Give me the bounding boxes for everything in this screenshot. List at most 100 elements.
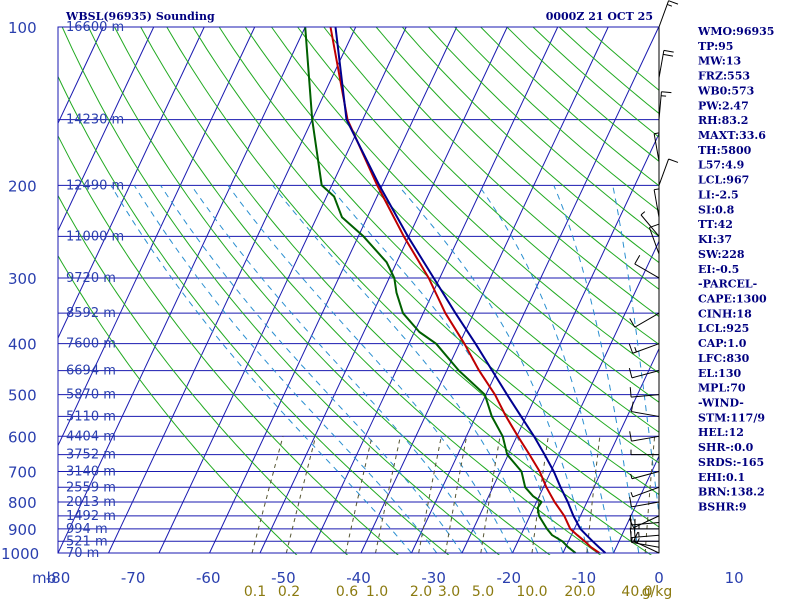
mixing-ratio-line: [586, 436, 601, 554]
index-item: MW:13: [698, 55, 741, 68]
mixing-ratio-line: [644, 436, 656, 554]
index-item: LFC:830: [698, 352, 750, 365]
temperature-tick-label: -80: [46, 569, 71, 587]
isotherm-line: [58, 26, 306, 554]
temperature-tick-label: -70: [121, 569, 146, 587]
index-item: WB0:573: [697, 84, 754, 97]
isotherm-line: [259, 26, 508, 554]
wind-barb: [629, 387, 660, 398]
wind-barb: [653, 132, 660, 162]
wind-barb: [630, 449, 659, 456]
index-item: TT:42: [698, 218, 733, 231]
moist-adiabat-lines: [110, 184, 659, 554]
moist-adiabat: [272, 184, 539, 554]
isotherm-line: [461, 132, 659, 554]
isotherm-line: [58, 26, 205, 340]
wind-barb: [629, 431, 660, 442]
index-item: LCL:967: [698, 174, 749, 187]
dry-adiabat: [297, 26, 659, 374]
series-dewpoint-line: [304, 26, 577, 554]
height-label: 2559 m: [66, 480, 116, 495]
height-label: 7600 m: [66, 337, 116, 352]
pressure-tick-label: 100: [8, 19, 37, 37]
isotherm-line: [411, 26, 659, 554]
dry-adiabat: [58, 254, 298, 555]
height-label: 5110 m: [66, 409, 116, 424]
index-item: EI:-0.5: [698, 263, 739, 276]
index-item: LI:-2.5: [698, 188, 739, 201]
dry-adiabat: [114, 26, 602, 555]
mixing-ratio-label: 5.0: [472, 584, 494, 600]
index-item: BSHR:9: [698, 501, 747, 514]
index-item: EHI:0.1: [698, 471, 745, 484]
moist-adiabat: [612, 185, 659, 518]
index-item: MAXT:33.6: [698, 129, 766, 142]
series-parcel-line: [334, 26, 607, 554]
mixing-ratio-line: [480, 436, 501, 554]
index-item: STM:117/9: [698, 411, 765, 424]
wind-barb: [630, 486, 660, 498]
mixing-ratio-line: [251, 436, 284, 554]
mixing-ratio-line: [375, 436, 401, 554]
dry-adiabat: [140, 26, 652, 555]
temperature-tick-label: -30: [421, 569, 446, 587]
wind-barb: [630, 401, 660, 417]
index-item: BRN:138.2: [698, 486, 765, 499]
mixing-ratio-label: 10.0: [516, 584, 547, 600]
dry-adiabat: [401, 26, 659, 264]
temperature-tick-label: -40: [346, 569, 371, 587]
isobar-lines: [58, 26, 659, 554]
wind-barb: [658, 0, 679, 28]
temperature-tick-label: -10: [572, 569, 597, 587]
mixing-ratio-line: [444, 436, 468, 554]
temperature-tick-label: 0: [654, 569, 664, 587]
pressure-tick-label: 900: [8, 521, 37, 539]
isotherm-line: [108, 26, 357, 554]
mixing-ratio-label: 0.2: [278, 584, 300, 600]
moist-adiabat: [190, 185, 488, 554]
mixing-ratio-label: 0.1: [244, 584, 266, 600]
mixing-ratio-line: [531, 436, 549, 554]
height-label: 8592 m: [66, 306, 116, 321]
moist-adiabat: [160, 185, 463, 554]
pressure-tick-label: 700: [8, 464, 37, 482]
height-label: 1492 m: [66, 509, 116, 524]
index-item: CAPE:1300: [698, 292, 767, 305]
temperature-tick-label: -20: [497, 569, 522, 587]
mixing-ratio-label: 40.0: [621, 584, 652, 600]
index-item: L57:4.9: [698, 159, 744, 172]
moist-adiabat: [133, 185, 438, 554]
height-label: 994 m: [66, 522, 108, 537]
isotherm-line: [562, 347, 659, 554]
dry-adiabat: [375, 26, 659, 290]
height-label: 16600 m: [66, 20, 124, 35]
plot-frame: [57, 26, 660, 554]
wind-barb: [628, 515, 660, 529]
height-label: 5870 m: [66, 388, 116, 403]
isotherm-line: [58, 26, 256, 447]
moist-adiabat: [553, 185, 640, 554]
height-label: 9720 m: [66, 271, 116, 286]
isotherm-line: [58, 26, 155, 232]
index-item: SW:228: [698, 248, 745, 261]
height-label: 521 m: [66, 534, 108, 549]
index-item: -PARCEL-: [698, 278, 757, 291]
mixing-ratio-label: 2.0: [410, 584, 432, 600]
index-item: RH:83.2: [698, 114, 748, 127]
height-label: 6694 m: [66, 364, 116, 379]
isotherm-lines: [58, 26, 659, 554]
mixing-ratio-label: 1.0: [366, 584, 388, 600]
moist-adiabat: [478, 185, 614, 554]
pressure-tick-label: 1000: [1, 545, 39, 563]
mixing-ratio-label: 20.0: [564, 584, 595, 600]
mixing-ratio-label: 3.0: [438, 584, 460, 600]
dry-adiabat: [218, 26, 659, 464]
wind-barb: [629, 514, 660, 526]
height-labels: 16600 m 14230 m 12490 m 11000 m 9720 m 8592 m…: [66, 20, 124, 561]
isotherm-line: [613, 455, 659, 554]
dry-adiabat: [58, 134, 399, 555]
chart-title: WBSL(96935) Sounding: [65, 10, 215, 23]
